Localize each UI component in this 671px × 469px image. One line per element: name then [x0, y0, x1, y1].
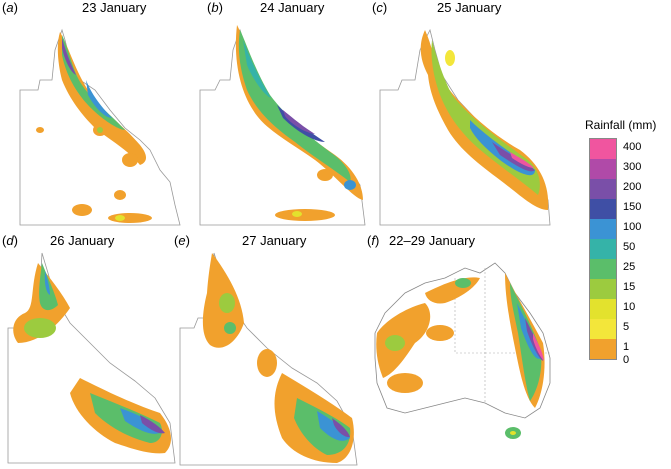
legend-tick-label: 5 [623, 321, 630, 333]
panel-letter: (b) [207, 0, 223, 15]
legend-tick-label: 100 [623, 221, 642, 233]
legend-color-bar [589, 138, 617, 360]
legend-swatch [590, 279, 616, 299]
australia-outline [374, 262, 551, 439]
panel-date-title: 26 January [50, 233, 115, 248]
panel-letter: (d) [2, 233, 18, 248]
legend-swatch [590, 339, 616, 359]
legend-swatch [590, 219, 616, 239]
legend-tick-label: 400 [623, 141, 642, 153]
legend-swatch [590, 159, 616, 179]
panel-letter: (e) [174, 233, 190, 248]
legend-tick-label: 0 [623, 354, 630, 366]
legend-swatch [590, 259, 616, 279]
legend-tick-label: 150 [623, 201, 642, 213]
panel-letter: (c) [372, 0, 388, 15]
legend-title: Rainfall (mm) [585, 118, 657, 132]
map-panel-c: (c) [370, 0, 565, 230]
legend-swatch [590, 239, 616, 259]
map-panel-f: (f) 22–29 January [365, 233, 580, 469]
panel-letter: (f) [367, 233, 380, 248]
legend-tick-label: 25 [623, 261, 636, 273]
map-panel-e: (e) 27 January [172, 233, 372, 469]
queensland-outline [199, 25, 366, 226]
map-panel-a: (a) 23 January [0, 0, 195, 230]
queensland-outline [179, 252, 358, 466]
panel-letter: (a) [2, 0, 18, 15]
panel-date-title: 22–29 January [389, 233, 476, 248]
legend-tick-label: 300 [623, 161, 642, 173]
queensland-outline [379, 28, 551, 226]
legend-tick-label: 50 [623, 241, 636, 253]
legend-swatch [590, 139, 616, 159]
legend-tick-label: 15 [623, 281, 636, 293]
legend-swatch [590, 179, 616, 199]
legend-swatch [590, 319, 616, 339]
panel-date-title: 25 January [437, 0, 502, 15]
rainfall-legend: Rainfall (mm) 400 300 200 150 100 50 25 15 10 5 1 0 [585, 118, 669, 368]
legend-tick-label: 1 [623, 341, 630, 353]
legend-swatch [590, 299, 616, 319]
panel-date-title: 23 January [82, 0, 147, 15]
map-panel-d: (d) 26 January [0, 233, 195, 469]
legend-tick-label: 10 [623, 301, 636, 313]
legend-tick-label: 200 [623, 181, 642, 193]
legend-swatch [590, 199, 616, 219]
panel-date-title: 27 January [242, 233, 307, 248]
panel-date-title: 24 January [260, 0, 325, 15]
queensland-outline [19, 28, 181, 226]
queensland-outline [7, 252, 176, 464]
map-panel-b: (b) 24 January [185, 0, 380, 230]
